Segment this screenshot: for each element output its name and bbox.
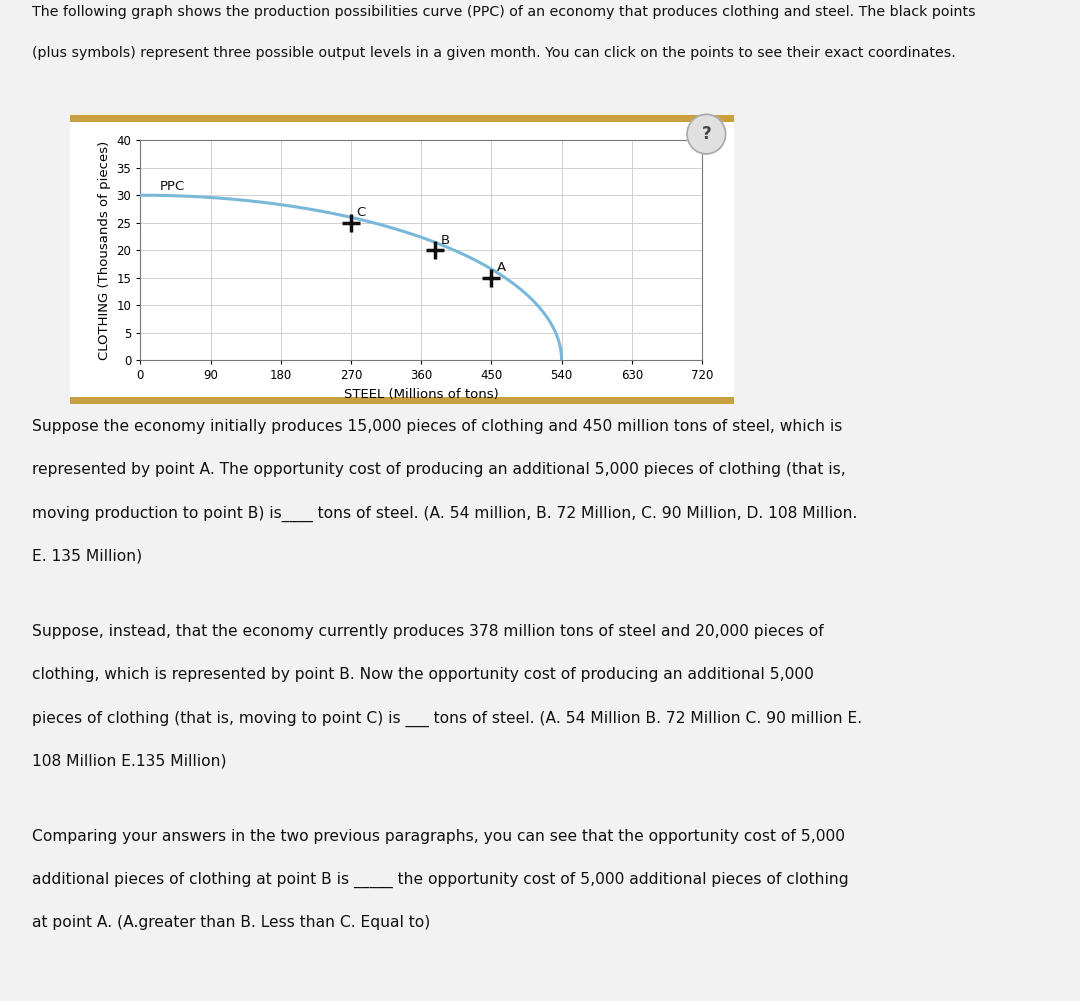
Text: B: B xyxy=(441,234,450,247)
Text: moving production to point B) is____ tons of steel. (A. 54 million, B. 72 Millio: moving production to point B) is____ ton… xyxy=(32,506,858,522)
Text: 108 Million E.135 Million): 108 Million E.135 Million) xyxy=(32,754,227,769)
Text: C: C xyxy=(356,206,366,219)
Text: (plus symbols) represent three possible output levels in a given month. You can : (plus symbols) represent three possible … xyxy=(32,46,956,60)
Text: The following graph shows the production possibilities curve (PPC) of an economy: The following graph shows the production… xyxy=(32,5,976,19)
Text: ?: ? xyxy=(701,125,712,143)
Text: Suppose, instead, that the economy currently produces 378 million tons of steel : Suppose, instead, that the economy curre… xyxy=(32,625,824,640)
X-axis label: STEEL (Millions of tons): STEEL (Millions of tons) xyxy=(343,388,499,401)
Y-axis label: CLOTHING (Thousands of pieces): CLOTHING (Thousands of pieces) xyxy=(98,140,111,360)
Text: Comparing your answers in the two previous paragraphs, you can see that the oppo: Comparing your answers in the two previo… xyxy=(32,829,846,844)
Circle shape xyxy=(687,114,726,154)
Text: pieces of clothing (that is, moving to point C) is ___ tons of steel. (A. 54 Mil: pieces of clothing (that is, moving to p… xyxy=(32,711,863,727)
Text: A: A xyxy=(497,261,507,274)
Text: PPC: PPC xyxy=(160,180,185,192)
Text: represented by point A. The opportunity cost of producing an additional 5,000 pi: represented by point A. The opportunity … xyxy=(32,462,846,477)
Text: E. 135 Million): E. 135 Million) xyxy=(32,549,143,564)
Text: clothing, which is represented by point B. Now the opportunity cost of producing: clothing, which is represented by point … xyxy=(32,668,814,683)
Text: Suppose the economy initially produces 15,000 pieces of clothing and 450 million: Suppose the economy initially produces 1… xyxy=(32,419,842,434)
Text: at point A. (A.greater than B. Less than C. Equal to): at point A. (A.greater than B. Less than… xyxy=(32,915,431,930)
Text: additional pieces of clothing at point B is _____ the opportunity cost of 5,000 : additional pieces of clothing at point B… xyxy=(32,872,849,889)
